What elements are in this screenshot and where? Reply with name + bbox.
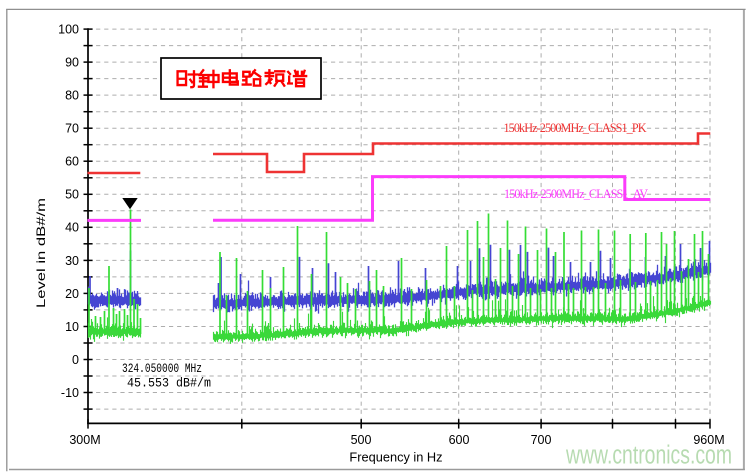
svg-text:www.cntronics.com: www.cntronics.com	[565, 442, 732, 470]
svg-text:960M: 960M	[693, 433, 724, 447]
svg-text:10: 10	[65, 320, 79, 334]
svg-text:90: 90	[65, 56, 79, 70]
svg-text:324.050000 MHz: 324.050000 MHz	[122, 362, 202, 376]
svg-text:70: 70	[65, 122, 79, 136]
svg-text:20: 20	[65, 287, 79, 301]
svg-text:Level in dB#/m: Level in dB#/m	[34, 198, 48, 308]
svg-text:300M: 300M	[69, 433, 100, 447]
svg-text:50: 50	[65, 188, 79, 202]
svg-text:600: 600	[449, 433, 470, 447]
svg-text:0: 0	[72, 353, 79, 367]
svg-text:80: 80	[65, 89, 79, 103]
svg-text:45.553 dB#/m: 45.553 dB#/m	[127, 377, 211, 391]
svg-text:40: 40	[65, 221, 79, 235]
svg-text:700: 700	[531, 433, 552, 447]
svg-text:500: 500	[351, 433, 372, 447]
svg-text:150kHz-2500MHz_CLASS1_PK: 150kHz-2500MHz_CLASS1_PK	[504, 121, 647, 135]
svg-text:-10: -10	[61, 386, 79, 400]
svg-text:150kHz-2500MHz_CLASS1_AV: 150kHz-2500MHz_CLASS1_AV	[504, 187, 648, 201]
svg-text:Frequency in Hz: Frequency in Hz	[349, 450, 442, 465]
svg-text:100: 100	[58, 23, 79, 37]
svg-text:30: 30	[65, 254, 79, 268]
svg-text:60: 60	[65, 155, 79, 169]
